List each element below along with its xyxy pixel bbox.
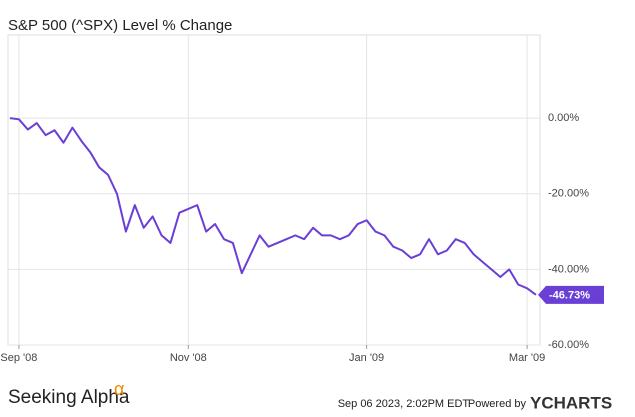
- x-tick-label: Nov '08: [170, 352, 207, 364]
- brand: Seeking Alpha: [8, 387, 130, 408]
- y-tick-label: 0.00%: [548, 112, 579, 124]
- plot-frame: [7, 34, 541, 346]
- x-tick-label: Mar '09: [509, 352, 545, 364]
- x-tick-label: Jan '09: [349, 352, 384, 364]
- end-badge: [538, 285, 604, 304]
- line: [9, 117, 537, 296]
- y-tick-label: -60.00%: [548, 339, 589, 351]
- timestamp: Sep 06 2023, 2:02PM EDT.: [338, 398, 471, 410]
- brand-symbol: α: [114, 379, 124, 399]
- x-tick-label: Sep '08: [0, 352, 37, 364]
- chart-title: S&P 500 (^SPX) Level % Change: [8, 17, 232, 34]
- y-tick-label: -40.00%: [548, 263, 589, 275]
- y-tick-label: -20.00%: [548, 188, 589, 200]
- provider: YCHARTS: [530, 393, 612, 412]
- powered-by: Powered by: [468, 398, 527, 410]
- end-label: -46.73%: [549, 290, 590, 302]
